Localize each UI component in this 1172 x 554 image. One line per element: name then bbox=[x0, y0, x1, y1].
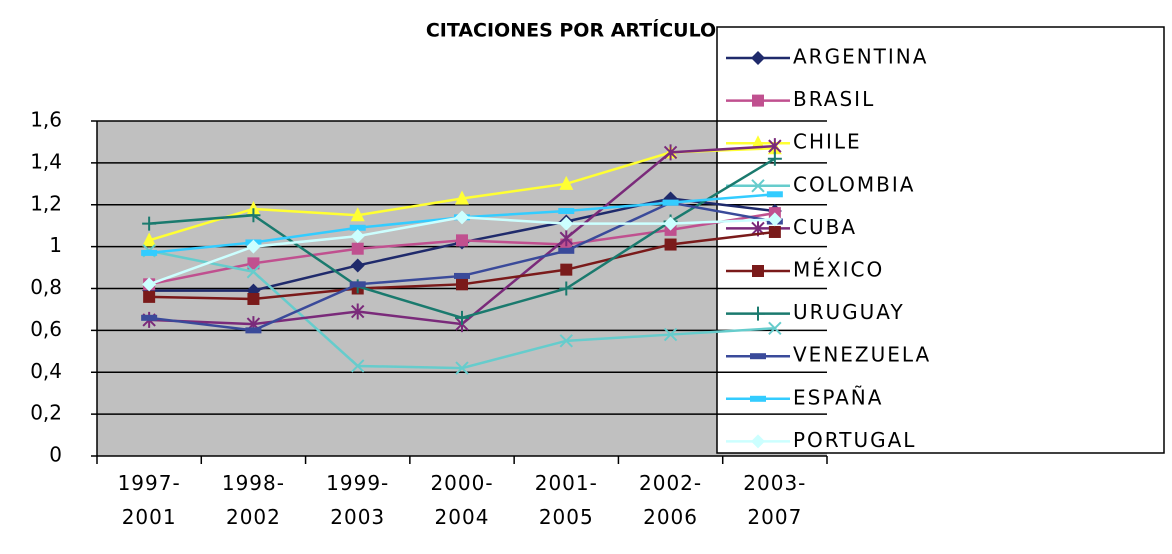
marker bbox=[142, 232, 157, 247]
legend-label: MÉXICO bbox=[793, 258, 884, 282]
series bbox=[142, 210, 782, 292]
marker bbox=[351, 359, 365, 373]
marker bbox=[349, 281, 366, 288]
x-tick-label: 1997- 2001 bbox=[117, 471, 181, 529]
marker bbox=[454, 272, 470, 279]
marker bbox=[455, 190, 469, 205]
legend-label: CHILE bbox=[793, 130, 862, 154]
marker bbox=[350, 258, 365, 273]
marker bbox=[350, 207, 365, 222]
marker bbox=[751, 434, 765, 449]
y-tick-label: 0 bbox=[49, 443, 62, 467]
marker bbox=[246, 239, 261, 254]
marker bbox=[751, 179, 765, 193]
legend-label: URUGUAY bbox=[793, 300, 905, 324]
marker bbox=[456, 278, 468, 291]
marker bbox=[142, 216, 157, 231]
marker bbox=[246, 200, 261, 215]
marker bbox=[141, 249, 158, 256]
marker bbox=[247, 257, 260, 270]
marker bbox=[559, 230, 573, 247]
marker bbox=[767, 151, 782, 166]
x-tick-label: 2003- 2007 bbox=[743, 471, 807, 529]
marker bbox=[766, 191, 783, 198]
marker bbox=[662, 199, 679, 206]
marker bbox=[559, 334, 573, 348]
marker bbox=[558, 247, 575, 254]
marker bbox=[246, 265, 261, 279]
marker bbox=[455, 210, 469, 225]
x-tick-label: 2000- 2004 bbox=[430, 471, 494, 529]
y-tick-label: 0,6 bbox=[30, 317, 62, 341]
y-tick-label: 0,8 bbox=[30, 275, 62, 299]
legend-label: CUBA bbox=[793, 215, 857, 239]
x-tick-label: 2001- 2005 bbox=[534, 471, 598, 529]
y-tick-label: 0,4 bbox=[30, 359, 62, 383]
legend-label: ARGENTINA bbox=[793, 45, 928, 69]
chart-title: CITACIONES POR ARTÍCULO bbox=[426, 19, 716, 42]
marker bbox=[351, 242, 364, 255]
marker bbox=[663, 327, 678, 342]
marker bbox=[767, 212, 782, 227]
legend-box bbox=[716, 26, 1165, 454]
legend-label: BRASIL bbox=[793, 87, 875, 111]
marker bbox=[559, 281, 574, 296]
marker bbox=[559, 175, 574, 190]
marker bbox=[768, 321, 782, 335]
legend-label: PORTUGAL bbox=[793, 428, 916, 452]
y-tick-label: 1,2 bbox=[30, 191, 62, 215]
marker bbox=[350, 229, 365, 244]
marker bbox=[246, 208, 261, 223]
marker bbox=[664, 238, 677, 251]
marker bbox=[455, 310, 469, 325]
legend-label: ESPAÑA bbox=[793, 385, 883, 409]
marker bbox=[456, 234, 468, 247]
marker bbox=[455, 361, 469, 375]
marker bbox=[349, 224, 366, 231]
y-tick-label: 1,6 bbox=[30, 108, 62, 132]
marker bbox=[143, 290, 156, 303]
y-tick-label: 0,2 bbox=[30, 401, 62, 425]
marker bbox=[750, 395, 766, 402]
marker bbox=[558, 208, 575, 215]
marker bbox=[245, 327, 262, 334]
marker bbox=[351, 303, 365, 320]
legend-label: VENEZUELA bbox=[793, 343, 931, 367]
marker bbox=[750, 353, 766, 360]
x-tick-label: 1998- 2002 bbox=[221, 471, 285, 529]
marker bbox=[663, 216, 678, 231]
marker bbox=[752, 94, 764, 107]
marker bbox=[142, 277, 157, 292]
marker bbox=[663, 144, 678, 161]
marker bbox=[141, 314, 158, 321]
marker bbox=[751, 306, 765, 321]
marker bbox=[559, 216, 574, 231]
marker bbox=[247, 292, 260, 305]
marker bbox=[752, 265, 764, 277]
marker bbox=[751, 51, 765, 65]
marker bbox=[768, 138, 782, 155]
x-tick-label: 1999- 2003 bbox=[326, 471, 390, 529]
y-tick-label: 1 bbox=[49, 233, 62, 257]
marker bbox=[768, 225, 781, 238]
legend-label: COLOMBIA bbox=[793, 172, 915, 196]
y-tick-label: 1,4 bbox=[30, 149, 62, 173]
marker bbox=[560, 263, 573, 276]
x-tick-label: 2002- 2006 bbox=[639, 471, 703, 529]
